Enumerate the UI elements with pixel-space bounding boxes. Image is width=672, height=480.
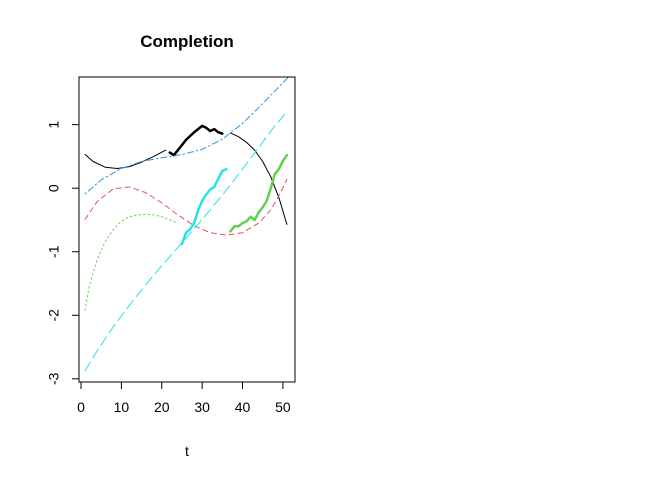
x-tick-label: 40 bbox=[235, 399, 251, 415]
series-line-2 bbox=[229, 132, 288, 225]
y-axis: -3 -2 -1 0 1 bbox=[46, 121, 80, 385]
x-axis: 0 10 20 30 40 50 bbox=[77, 381, 291, 415]
y-tick-label: -2 bbox=[46, 309, 62, 322]
series-line-5 bbox=[84, 213, 179, 311]
y-tick-label: -3 bbox=[46, 372, 62, 385]
y-tick-label: 1 bbox=[46, 121, 62, 129]
x-tick-label: 10 bbox=[114, 399, 130, 415]
x-tick-label: 0 bbox=[77, 399, 85, 415]
series-layer bbox=[84, 77, 290, 372]
series-line-8 bbox=[180, 167, 228, 246]
x-tick-label: 20 bbox=[154, 399, 170, 415]
chart-title: Completion bbox=[140, 32, 234, 51]
y-tick-label: -1 bbox=[46, 245, 62, 258]
series-line-3 bbox=[168, 124, 224, 157]
x-tick-label: 50 bbox=[275, 399, 291, 415]
y-tick-label: 0 bbox=[46, 184, 62, 192]
series-line-6 bbox=[229, 153, 289, 233]
series-line-9 bbox=[84, 77, 290, 195]
series-line-4 bbox=[84, 178, 288, 236]
x-axis-label: t bbox=[185, 443, 189, 459]
plot-frame bbox=[78, 76, 296, 383]
x-tick-label: 30 bbox=[194, 399, 210, 415]
series-line-7 bbox=[84, 111, 288, 372]
